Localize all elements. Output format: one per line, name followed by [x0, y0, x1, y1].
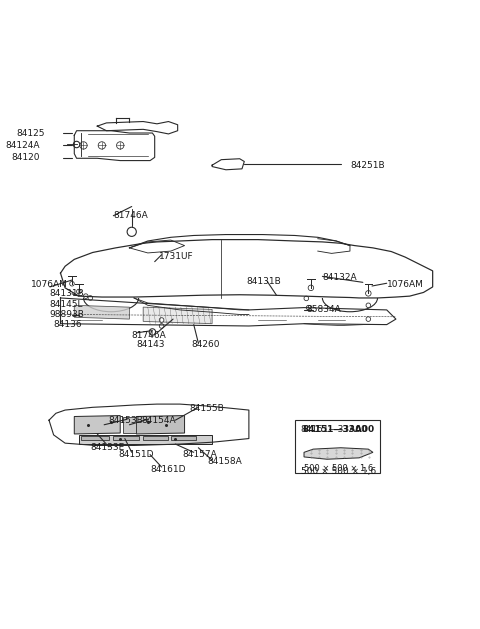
Polygon shape [113, 436, 139, 440]
Text: 84260: 84260 [192, 340, 220, 349]
Text: 84131B: 84131B [247, 277, 281, 286]
Polygon shape [74, 416, 120, 434]
Polygon shape [122, 416, 136, 433]
Text: 84120: 84120 [12, 153, 40, 162]
Text: 98893B: 98893B [49, 310, 84, 319]
Circle shape [88, 296, 93, 300]
Circle shape [159, 324, 164, 328]
Polygon shape [171, 436, 196, 440]
Text: 84131B: 84131B [49, 289, 84, 298]
Text: 84132A: 84132A [323, 273, 357, 282]
Text: 84124A: 84124A [5, 141, 40, 150]
Text: 84143: 84143 [136, 340, 165, 349]
Text: 1731UF: 1731UF [159, 252, 194, 261]
Circle shape [149, 329, 156, 335]
Text: 81746A: 81746A [132, 331, 167, 340]
Circle shape [308, 285, 313, 291]
Polygon shape [79, 435, 212, 444]
Text: 84133E: 84133E [90, 443, 125, 452]
Circle shape [70, 281, 74, 286]
Circle shape [366, 317, 371, 321]
Circle shape [77, 289, 81, 294]
Polygon shape [81, 436, 109, 440]
Text: 81746A: 81746A [113, 211, 148, 220]
Circle shape [366, 291, 371, 296]
Text: 84161D: 84161D [150, 465, 186, 474]
Text: 84151D: 84151D [118, 450, 154, 459]
Text: 84145L: 84145L [49, 301, 83, 309]
Text: 84125: 84125 [16, 128, 45, 138]
Text: 85834A: 85834A [306, 306, 341, 314]
Polygon shape [143, 307, 212, 324]
Polygon shape [136, 416, 184, 434]
Polygon shape [304, 448, 373, 459]
Text: 84251B: 84251B [350, 160, 384, 170]
Text: 84158A: 84158A [207, 457, 242, 466]
Text: 84155B: 84155B [189, 404, 224, 413]
Polygon shape [74, 305, 130, 319]
Text: 500 × 500 × 1,6: 500 × 500 × 1,6 [301, 467, 376, 476]
Text: 84151—33A00: 84151—33A00 [300, 425, 367, 434]
Circle shape [84, 294, 88, 298]
Circle shape [366, 303, 371, 308]
Text: 84151—33A00: 84151—33A00 [302, 425, 374, 434]
Text: 84136: 84136 [54, 320, 82, 328]
Circle shape [304, 296, 309, 301]
Polygon shape [143, 436, 168, 440]
Text: 84154A: 84154A [141, 416, 176, 425]
Circle shape [159, 318, 164, 322]
Circle shape [306, 305, 311, 310]
Text: 500 × 500 × 1,6: 500 × 500 × 1,6 [304, 464, 373, 473]
Text: 84157A: 84157A [182, 450, 217, 459]
FancyBboxPatch shape [295, 420, 380, 473]
Text: 84153B: 84153B [109, 416, 144, 425]
Circle shape [127, 227, 136, 237]
Text: 1076AM: 1076AM [31, 280, 68, 289]
Text: 1076AM: 1076AM [387, 280, 423, 289]
